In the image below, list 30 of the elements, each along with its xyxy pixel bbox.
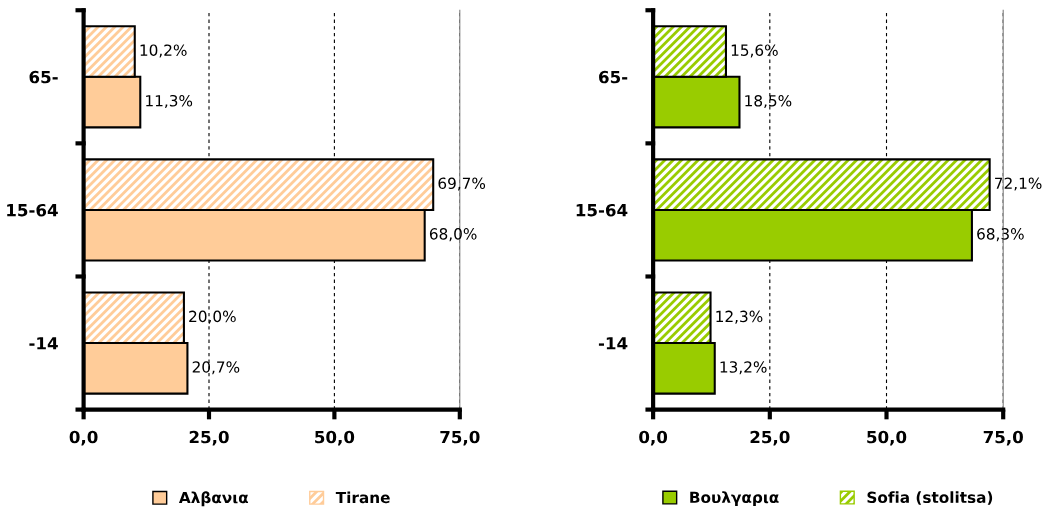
x-tick-label: 50,0	[315, 430, 355, 446]
legend-label: Αλβανια	[178, 491, 249, 507]
data-label: 72,1%	[995, 177, 1042, 191]
data-label: 69,7%	[438, 177, 486, 191]
data-label: 11,3%	[146, 94, 193, 109]
y-tick-label: 65-	[29, 70, 58, 84]
data-label: 18,5%	[745, 94, 792, 109]
x-tick-label: 75,0	[440, 430, 480, 446]
x-tick-label: 0,0	[639, 430, 668, 446]
legend-label: Tirane	[335, 491, 390, 504]
y-tick-label: 65-	[599, 70, 628, 84]
data-label: 20,0%	[189, 310, 236, 324]
data-label: 20,7%	[192, 361, 240, 375]
x-tick-label: 25,0	[189, 430, 229, 446]
x-tick-label: 25,0	[750, 430, 790, 446]
data-label: 12,3%	[716, 310, 763, 324]
x-tick-label: 0,0	[69, 430, 98, 446]
y-tick-label: 15-64	[7, 203, 58, 217]
y-tick-label: -14	[598, 337, 628, 350]
data-label: 13,2%	[720, 361, 767, 375]
legend-label: Βουλγαρια	[690, 491, 779, 507]
x-tick-label: 50,0	[867, 430, 907, 446]
y-tick-label: 15-64	[576, 203, 628, 217]
data-label: 68,0%	[429, 228, 477, 242]
x-tick-label: 75,0	[983, 430, 1023, 446]
data-label: 68,3%	[977, 228, 1024, 242]
y-tick-label: -14	[29, 337, 58, 350]
data-label: 10,2%	[140, 44, 187, 58]
legend-label: Sofia (stolitsa)	[867, 491, 993, 505]
data-label: 15,6%	[731, 44, 778, 58]
